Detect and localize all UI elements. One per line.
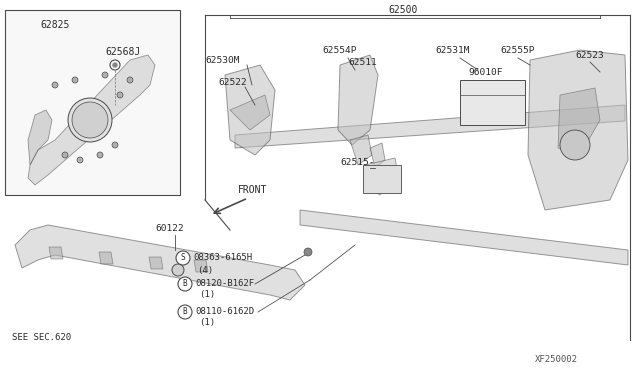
Circle shape <box>72 102 108 138</box>
Circle shape <box>72 77 78 83</box>
Polygon shape <box>528 50 628 210</box>
Circle shape <box>112 142 118 148</box>
Polygon shape <box>235 105 625 148</box>
Circle shape <box>176 251 190 265</box>
Bar <box>363 165 401 193</box>
Polygon shape <box>365 158 398 195</box>
Polygon shape <box>15 225 305 300</box>
Text: 62523: 62523 <box>575 51 604 60</box>
Polygon shape <box>99 252 113 264</box>
Text: 60122: 60122 <box>155 224 184 232</box>
Text: 08110-6162D: 08110-6162D <box>195 308 254 317</box>
Text: 62530M: 62530M <box>205 55 239 64</box>
Text: B: B <box>182 279 188 289</box>
Circle shape <box>172 264 184 276</box>
Circle shape <box>113 62 118 67</box>
Polygon shape <box>194 260 208 272</box>
Text: 62511: 62511 <box>348 58 377 67</box>
Bar <box>5 10 180 195</box>
Circle shape <box>102 72 108 78</box>
Circle shape <box>62 152 68 158</box>
Polygon shape <box>350 135 372 165</box>
Polygon shape <box>49 247 63 259</box>
Circle shape <box>52 82 58 88</box>
Circle shape <box>178 305 192 319</box>
Text: 62568J: 62568J <box>105 47 140 57</box>
Circle shape <box>117 92 123 98</box>
Polygon shape <box>558 88 600 155</box>
Text: 08363-6165H: 08363-6165H <box>193 253 252 263</box>
Text: 08120-B162F: 08120-B162F <box>195 279 254 289</box>
Polygon shape <box>300 210 628 265</box>
Text: SEE SEC.620: SEE SEC.620 <box>12 334 71 343</box>
Circle shape <box>560 130 590 160</box>
Text: 62555P: 62555P <box>500 45 534 55</box>
Text: (1): (1) <box>199 318 215 327</box>
Circle shape <box>178 277 192 291</box>
Circle shape <box>68 98 112 142</box>
Text: FRONT: FRONT <box>238 185 268 195</box>
Polygon shape <box>225 65 275 155</box>
Text: 62500: 62500 <box>388 5 417 15</box>
Text: 62531M: 62531M <box>435 45 470 55</box>
Circle shape <box>97 152 103 158</box>
Circle shape <box>77 157 83 163</box>
Circle shape <box>110 60 120 70</box>
Circle shape <box>127 77 133 83</box>
Text: 62515-: 62515- <box>340 157 374 167</box>
Bar <box>460 80 525 125</box>
Polygon shape <box>230 95 270 130</box>
Polygon shape <box>28 55 155 185</box>
Text: B: B <box>182 308 188 317</box>
Text: (1): (1) <box>199 291 215 299</box>
Text: S: S <box>180 253 186 263</box>
Text: 96010F: 96010F <box>468 67 502 77</box>
Text: XF250002: XF250002 <box>535 356 578 365</box>
Polygon shape <box>28 110 52 165</box>
Text: (4): (4) <box>197 266 213 275</box>
Polygon shape <box>370 143 385 168</box>
Text: 62554P: 62554P <box>322 45 356 55</box>
Polygon shape <box>149 257 163 269</box>
Text: 62825: 62825 <box>40 20 69 30</box>
Polygon shape <box>338 55 378 145</box>
Text: 62522: 62522 <box>218 77 247 87</box>
Circle shape <box>304 248 312 256</box>
